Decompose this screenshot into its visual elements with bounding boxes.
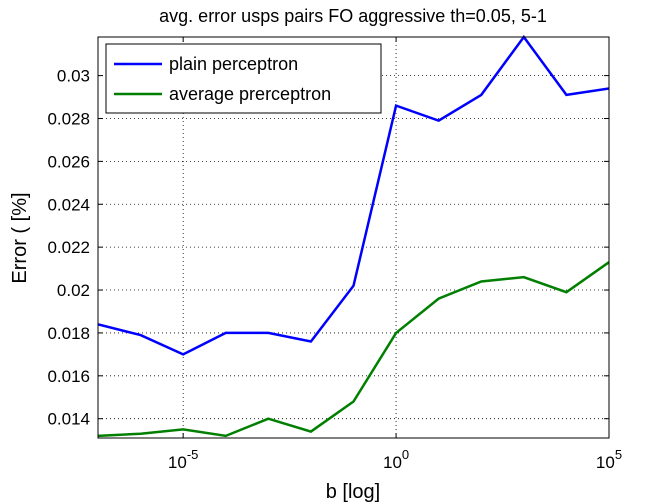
x-axis-label: b [log]	[326, 481, 380, 503]
y-tick-label: 0.028	[47, 109, 90, 128]
y-tick-label: 0.024	[47, 195, 90, 214]
series-line-average-prerceptron	[98, 261, 609, 438]
legend-label-average-prerceptron: average prerceptron	[169, 84, 331, 104]
x-tick-label-base: 10	[596, 453, 615, 472]
ticks: 0.014 0.016 0.018 0.02 0.022 0.024 0.026 0.028 0…	[47, 37, 622, 472]
y-tick-label: 0.018	[47, 324, 90, 343]
y-tick-label: 0.02	[57, 281, 90, 300]
y-tick-label: 0.022	[47, 238, 90, 257]
plot-frame	[97, 36, 610, 439]
legend-box	[105, 43, 382, 114]
x-tick-label: 10-5	[168, 447, 198, 472]
y-tick-label: 0.014	[47, 410, 90, 429]
legend-label-plain-perceptron: plain perceptron	[169, 54, 298, 74]
y-tick-label: 0.026	[47, 152, 90, 171]
x-tick-label: 100	[383, 447, 409, 472]
x-tick-label-base: 10	[383, 453, 402, 472]
x-tick-label-exponent: 5	[615, 447, 622, 462]
x-tick-label: 105	[596, 447, 622, 472]
legend: plain perceptron average prerceptron	[105, 43, 382, 114]
x-tick-label-base: 10	[168, 453, 187, 472]
x-tick-label-exponent: 0	[402, 447, 409, 462]
y-tick-label: 0.016	[47, 367, 90, 386]
x-tick-label-exponent: -5	[187, 447, 199, 462]
y-tick-label: 0.03	[57, 67, 90, 86]
chart-title: avg. error usps pairs FO aggressive th=0…	[159, 6, 547, 26]
y-axis-label: Error ( [%]	[9, 192, 31, 283]
